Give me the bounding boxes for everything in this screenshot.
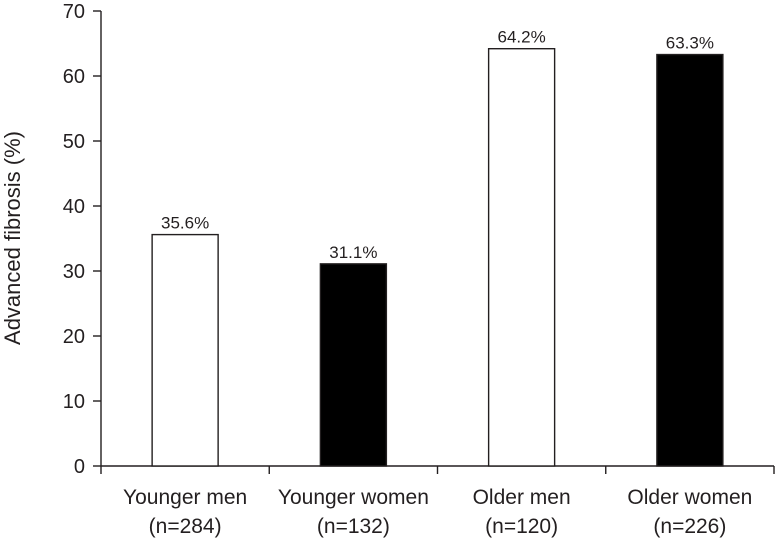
bar: [656, 53, 724, 467]
y-tick-label: 10: [63, 391, 85, 413]
y-tick-label: 70: [63, 1, 85, 23]
y-axis-title: Advanced fibrosis (%): [0, 131, 25, 345]
y-tick-label: 30: [63, 261, 85, 283]
y-tick-label: 0: [74, 456, 85, 478]
bar: [151, 233, 219, 467]
bar: [319, 263, 388, 467]
x-tick-label: (n=120): [485, 515, 558, 538]
x-tick-label: Older men: [473, 486, 571, 509]
x-tick-label: (n=132): [317, 515, 390, 538]
y-tick-label: 60: [63, 66, 85, 88]
data-label: 63.3%: [666, 34, 714, 53]
x-tick-label: (n=226): [653, 515, 726, 538]
x-tick-label: Younger men: [123, 486, 247, 509]
y-tick-label: 20: [63, 326, 85, 348]
bars: [151, 48, 724, 467]
x-tick-label: Older women: [627, 486, 752, 509]
x-tick-label: Younger women: [278, 486, 429, 509]
labels: 35.6% Younger men (n=284) 31.1% Younger wome…: [123, 28, 752, 538]
data-label: 31.1%: [329, 243, 377, 262]
y-tick-label: 40: [63, 196, 85, 218]
x-tick-label: (n=284): [149, 515, 222, 538]
data-label: 35.6%: [161, 214, 209, 233]
data-label: 64.2%: [498, 28, 546, 47]
bar: [487, 48, 556, 467]
y-tick-label: 50: [63, 131, 85, 153]
